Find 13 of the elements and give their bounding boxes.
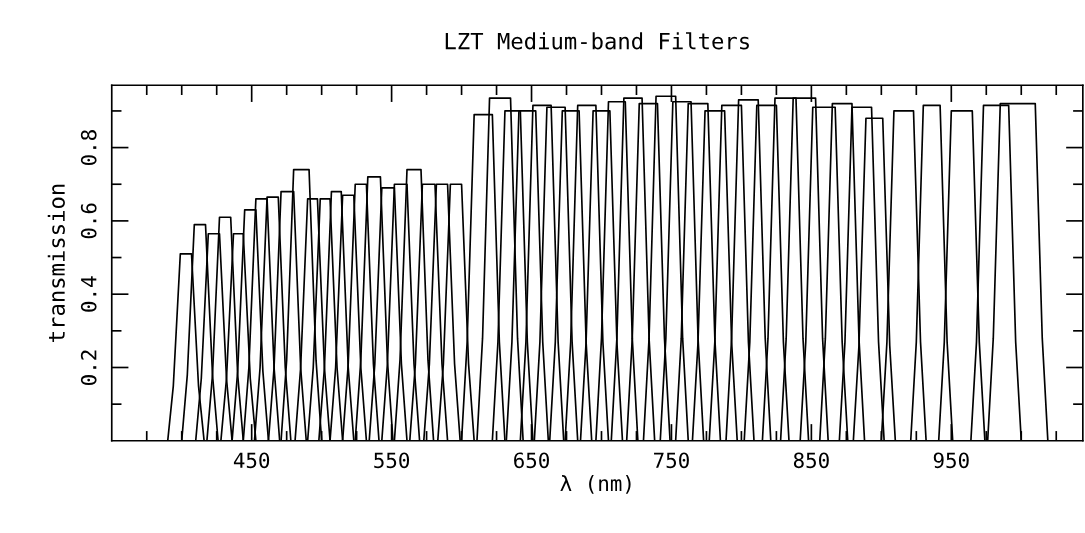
y-tick-label: 0.6 (80, 203, 97, 239)
x-tick-label: 650 (514, 452, 549, 469)
x-tick-label: 950 (933, 452, 969, 469)
chart-title: LZT Medium-band Filters (445, 32, 749, 50)
x-axis-title: λ (nm) (560, 475, 631, 494)
y-tick-label: 0.4 (80, 276, 97, 312)
x-tick-label: 550 (374, 452, 410, 469)
x-tick-label: 750 (654, 452, 689, 469)
y-tick-label: 0.2 (80, 350, 97, 385)
x-tick-label: 450 (233, 452, 270, 469)
y-axis-title: transmission (47, 184, 65, 342)
y-tick-label: 0.8 (80, 130, 97, 166)
x-tick-label: 850 (793, 452, 829, 469)
